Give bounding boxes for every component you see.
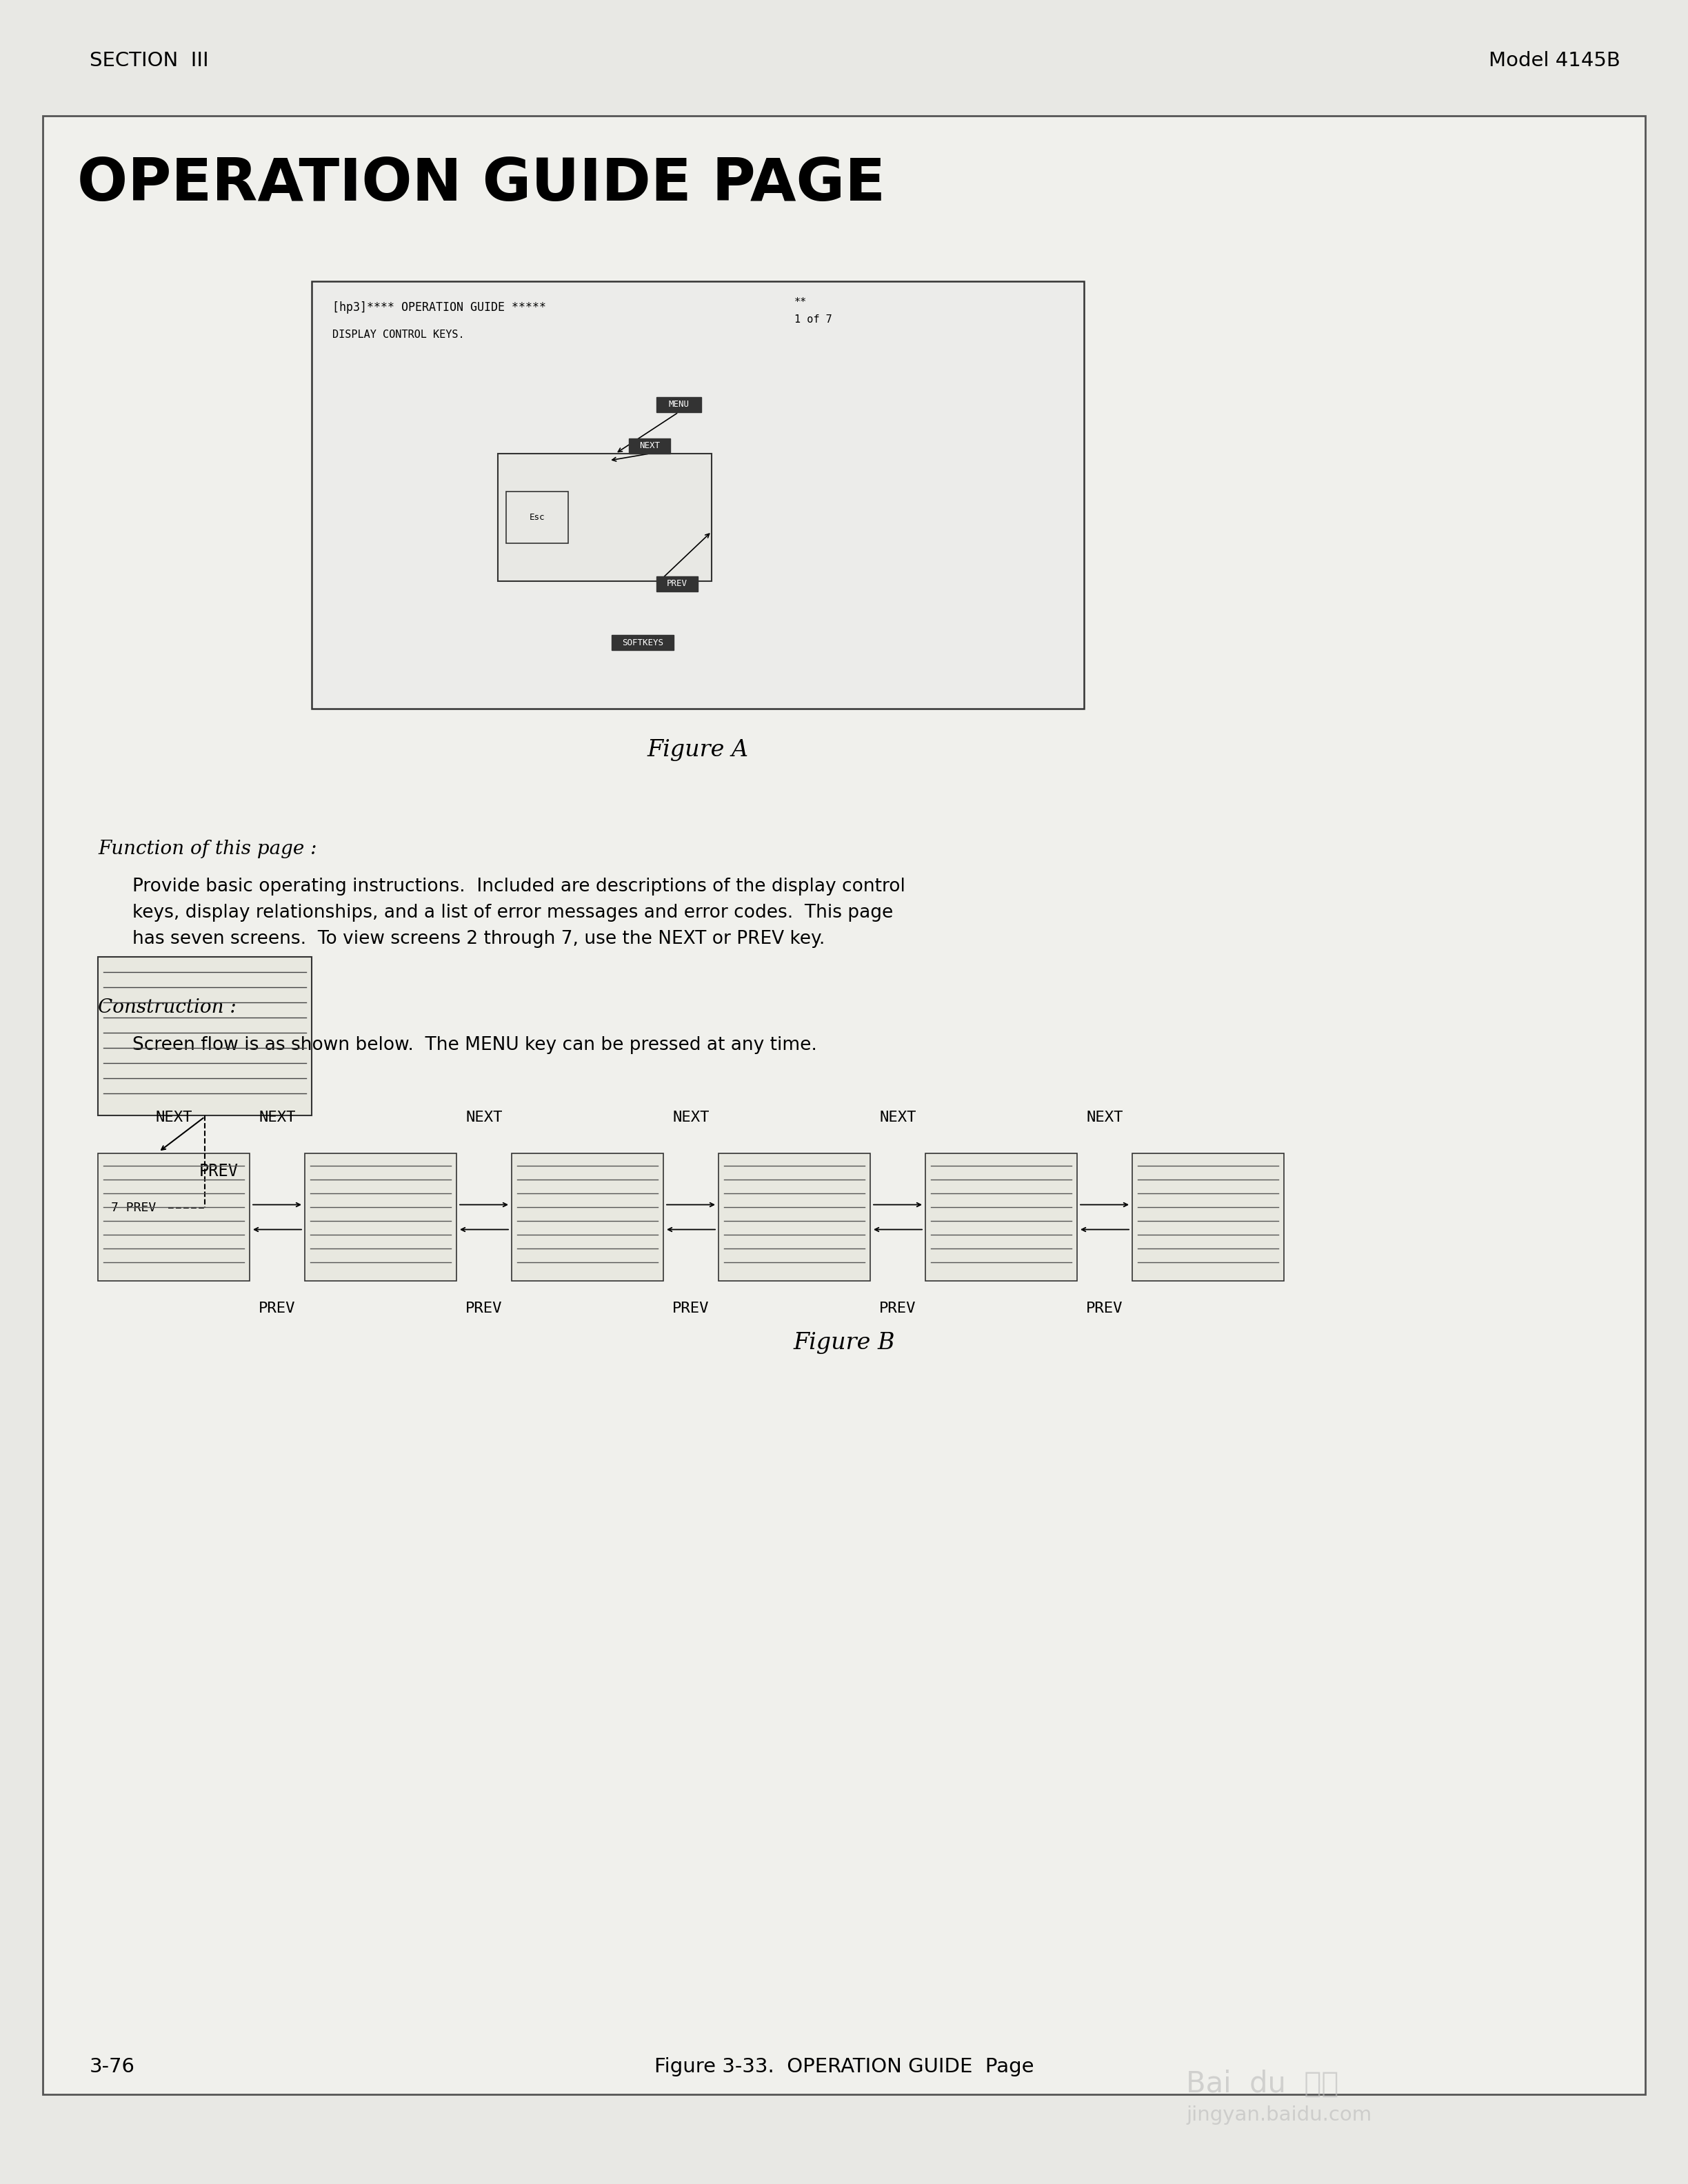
Text: PREV: PREV — [879, 1302, 917, 1315]
Text: SECTION  III: SECTION III — [89, 50, 209, 70]
Text: NEXT: NEXT — [258, 1112, 295, 1125]
Bar — [98, 1153, 250, 1280]
Text: PREV: PREV — [667, 579, 687, 587]
Bar — [719, 1153, 871, 1280]
Text: Figure A: Figure A — [647, 738, 748, 760]
Text: Bai  du  经验: Bai du 经验 — [1187, 2070, 1339, 2099]
Text: has seven screens.  To view screens 2 through 7, use the NEXT or PREV key.: has seven screens. To view screens 2 thr… — [132, 930, 825, 948]
Text: NEXT: NEXT — [466, 1112, 503, 1125]
Text: NEXT: NEXT — [1085, 1112, 1123, 1125]
Text: PREV: PREV — [258, 1302, 295, 1315]
Bar — [611, 636, 674, 651]
Bar — [511, 1153, 663, 1280]
Bar — [1133, 1153, 1285, 1280]
Bar — [312, 282, 1084, 708]
Text: MENU: MENU — [668, 400, 689, 408]
Text: Figure B: Figure B — [793, 1332, 895, 1354]
Text: **: ** — [795, 297, 807, 308]
Bar — [98, 957, 312, 1116]
Bar — [306, 1153, 456, 1280]
Text: Esc: Esc — [530, 513, 545, 522]
Text: DISPLAY CONTROL KEYS.: DISPLAY CONTROL KEYS. — [333, 330, 464, 341]
Text: PREV: PREV — [199, 1164, 238, 1179]
Text: OPERATION GUIDE PAGE: OPERATION GUIDE PAGE — [78, 155, 886, 214]
Text: [hp3]**** OPERATION GUIDE *****: [hp3]**** OPERATION GUIDE ***** — [333, 301, 547, 314]
Text: PREV: PREV — [466, 1302, 503, 1315]
Text: NEXT: NEXT — [155, 1112, 192, 1125]
Text: jingyan.baidu.com: jingyan.baidu.com — [1187, 2105, 1372, 2125]
Text: NEXT: NEXT — [672, 1112, 709, 1125]
Bar — [630, 439, 670, 454]
Bar — [657, 397, 701, 413]
Text: PREV: PREV — [1085, 1302, 1123, 1315]
Text: Figure 3-33.  OPERATION GUIDE  Page: Figure 3-33. OPERATION GUIDE Page — [655, 2057, 1033, 2077]
Bar — [100, 1192, 169, 1223]
Bar — [925, 1153, 1077, 1280]
Text: Function of this page :: Function of this page : — [98, 839, 317, 858]
Text: Screen flow is as shown below.  The MENU key can be pressed at any time.: Screen flow is as shown below. The MENU … — [132, 1035, 817, 1055]
Bar — [657, 577, 697, 592]
Bar — [498, 454, 712, 581]
Bar — [506, 491, 569, 544]
Text: keys, display relationships, and a list of error messages and error codes.  This: keys, display relationships, and a list … — [132, 904, 893, 922]
Text: PREV: PREV — [672, 1302, 709, 1315]
Text: Construction :: Construction : — [98, 998, 236, 1018]
Text: 7 PREV: 7 PREV — [111, 1201, 157, 1214]
Text: 1 of 7: 1 of 7 — [795, 314, 832, 325]
Text: SOFTKEYS: SOFTKEYS — [621, 638, 663, 646]
Text: 3-76: 3-76 — [89, 2057, 135, 2077]
Text: Provide basic operating instructions.  Included are descriptions of the display : Provide basic operating instructions. In… — [132, 878, 905, 895]
Text: Model 4145B: Model 4145B — [1489, 50, 1620, 70]
Text: NEXT: NEXT — [640, 441, 660, 450]
Text: NEXT: NEXT — [879, 1112, 917, 1125]
